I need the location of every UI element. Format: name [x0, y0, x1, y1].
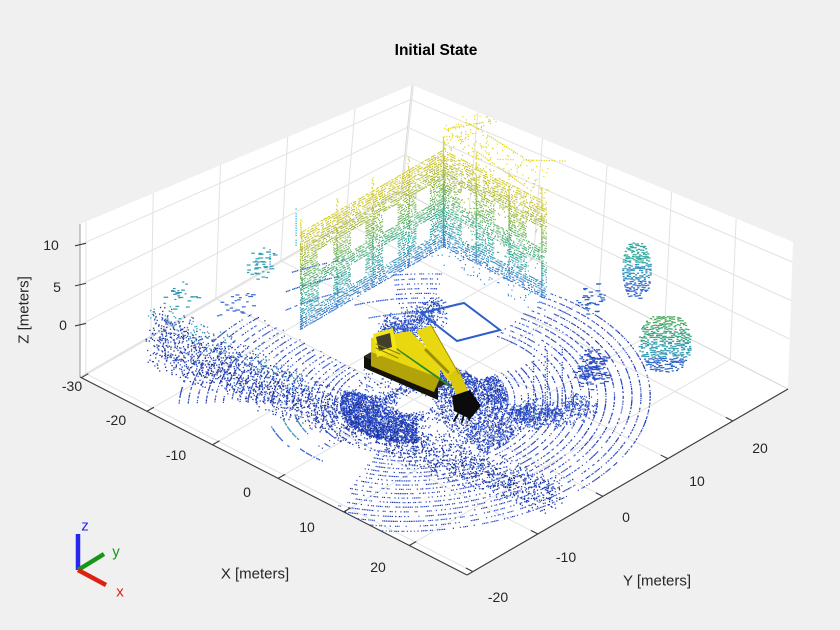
y-axis-label: Y [meters] — [622, 572, 692, 590]
triad-y-label: y — [112, 543, 120, 561]
plot-title: Initial State — [394, 42, 478, 59]
z-axis-label: Z [meters] — [15, 276, 33, 344]
x-axis-label: X [meters] — [220, 565, 290, 583]
triad-x-label: x — [116, 583, 124, 601]
triad-z-label: z — [81, 517, 89, 535]
